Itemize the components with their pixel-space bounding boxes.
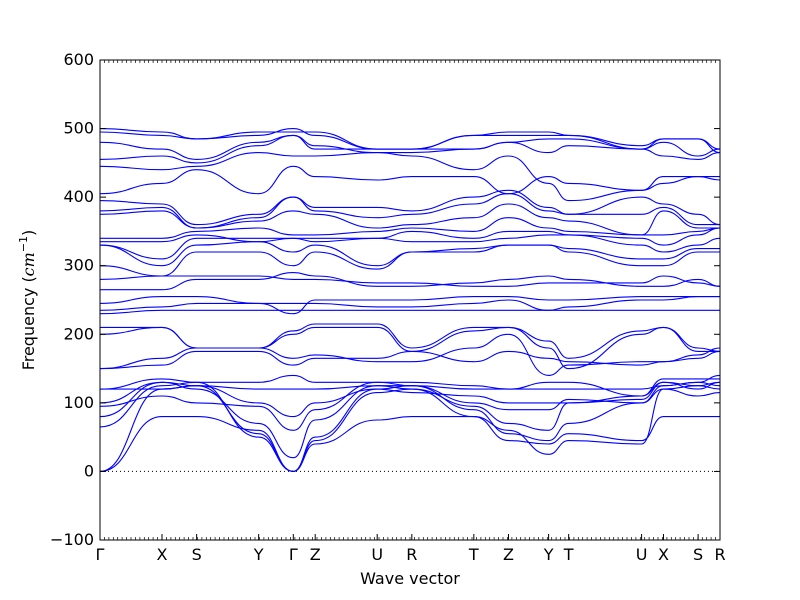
band-12 (99, 323, 721, 359)
x-tick-label: Γ (289, 545, 298, 564)
band-21 (100, 227, 721, 246)
x-tick-label: T (468, 545, 479, 564)
minor-ticks (104, 60, 716, 540)
x-axis-title: Wave vector (360, 569, 460, 588)
y-tick-label: 500 (63, 119, 94, 138)
x-tick-label: R (714, 545, 725, 564)
band-28 (99, 134, 721, 164)
y-axis-title: Frequency (cm−1) (17, 230, 38, 371)
x-tick-label: T (563, 545, 574, 564)
band-4 (99, 381, 721, 459)
band-26 (99, 165, 721, 195)
x-tick-label: X (658, 545, 669, 564)
band-1 (99, 416, 720, 472)
y-tick-label: 0 (84, 461, 94, 480)
y-tick-label: 300 (63, 256, 94, 275)
band-8 (99, 374, 720, 397)
x-tick-label: Γ (96, 545, 105, 564)
band-31 (99, 128, 721, 154)
y-tick-label: 100 (63, 393, 94, 412)
band-22 (100, 217, 721, 239)
band-15 (99, 296, 720, 315)
band-7 (100, 374, 721, 390)
band-3 (99, 381, 721, 472)
band-13 (99, 309, 720, 315)
y-axis: −100 0 100 200 300 400 500 600 (50, 50, 720, 549)
x-tick-label: S (693, 545, 703, 564)
x-tick-label: U (636, 545, 648, 564)
band-19 (99, 241, 720, 267)
x-tick-label: R (406, 545, 417, 564)
x-tick-label: Z (503, 545, 514, 564)
band-24 (99, 193, 720, 229)
band-lines (99, 128, 721, 472)
x-tick-label: U (371, 545, 383, 564)
band-16 (99, 272, 721, 291)
x-tick-label: Z (310, 545, 321, 564)
band-17 (99, 275, 721, 287)
band-2 (99, 385, 721, 472)
band-25 (99, 189, 721, 226)
y-tick-label: −100 (50, 530, 94, 549)
x-tick-label: Y (543, 545, 554, 564)
band-9 (99, 350, 721, 370)
y-tick-label: 600 (63, 50, 94, 69)
band-27 (99, 152, 720, 202)
band-14 (99, 296, 720, 311)
plot-frame (99, 59, 721, 541)
y-tick-label: 400 (63, 187, 94, 206)
x-tick-label: Y (253, 545, 264, 564)
band-18 (99, 244, 720, 277)
band-29 (99, 134, 721, 160)
x-tick-label: S (192, 545, 202, 564)
x-tick-label: X (157, 545, 168, 564)
band-20 (99, 234, 721, 260)
band-5 (99, 381, 721, 431)
y-tick-label: 200 (63, 324, 94, 343)
band-10 (99, 333, 721, 376)
band-6 (99, 381, 721, 418)
band-23 (99, 203, 720, 236)
x-minor-ticks (104, 60, 716, 540)
